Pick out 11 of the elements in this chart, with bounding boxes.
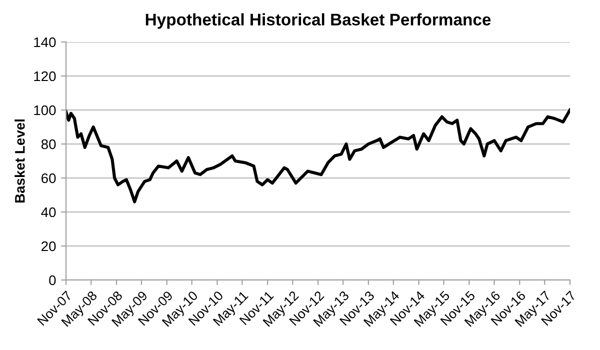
y-tick-label: 80: [41, 139, 56, 150]
line-series: [66, 108, 570, 204]
y-tick-label: 100: [34, 105, 56, 116]
y-tick-label: 120: [34, 71, 56, 82]
y-tick-label: 40: [41, 207, 56, 218]
y-tick-label: 140: [34, 37, 56, 48]
chart-title: Hypothetical Historical Basket Performance: [146, 13, 491, 29]
y-axis-title: Basket Level: [14, 120, 25, 203]
y-tick-label: 20: [42, 241, 56, 252]
y-tick-label: 60: [42, 173, 56, 184]
y-tick-label: 0: [49, 275, 56, 286]
